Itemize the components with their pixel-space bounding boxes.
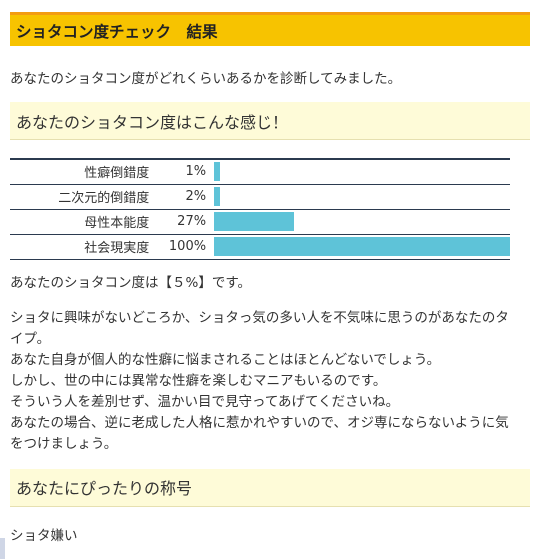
section-heading-degree: あなたのショタコン度はこんな感じ！ xyxy=(10,102,530,140)
stat-row: 性癖倒錯度 1% xyxy=(10,159,510,184)
description-line: イプ。 xyxy=(10,330,51,347)
stat-row: 二次元的倒錯度 2% xyxy=(10,184,510,209)
stat-bar-track xyxy=(214,209,510,234)
description-line: しかし、世の中には異常な性癖を楽しむマニアもいるのです。 xyxy=(10,372,387,389)
stat-percent: 27% xyxy=(177,214,207,229)
page-title-bar: ショタコン度チェック 結果 xyxy=(10,12,530,46)
intro-text: あなたのショタコン度がどれくらいあるかを診断してみました。 xyxy=(10,71,402,87)
section-heading-title: あなたにぴったりの称号 xyxy=(10,468,530,507)
stat-label: 二次元的倒錯度 xyxy=(58,191,150,206)
assigned-title: ショタ嫌い xyxy=(10,527,78,544)
description-line: そういう人を差別せず、温かい目で見守ってあげてくださいね。 xyxy=(10,393,400,410)
stat-percent: 2% xyxy=(185,189,207,204)
description-line: あなた自身が個人的な性癖に悩まされることはほとんどないでしょう。 xyxy=(10,351,441,368)
stat-bar xyxy=(214,212,294,231)
stat-label: 母性本能度 xyxy=(84,216,150,231)
stat-bar xyxy=(214,162,220,182)
result-page: ショタコン度チェック 結果 あなたのショタコン度がどれくらいあるかを診断してみま… xyxy=(10,12,530,545)
stats-table: 性癖倒錯度 1% 二次元的倒錯度 2% 母性本能度 27% 社会現実度 100% xyxy=(10,158,510,260)
result-description: ショタに興味がないどころか、ショタっ気の多い人を不気味に思うのがあなたのタ イプ。… xyxy=(10,308,530,455)
stat-percent: 1% xyxy=(185,164,207,180)
description-line: をつけましょう。 xyxy=(10,435,118,452)
description-line: ショタに興味がないどころか、ショタっ気の多い人を不気味に思うのがあなたのタ xyxy=(10,309,509,326)
result-summary: あなたのショタコン度は【５%】です。 xyxy=(10,274,251,291)
stat-percent: 100% xyxy=(168,239,207,254)
page-title: ショタコン度チェック 結果 xyxy=(16,22,218,41)
stat-bar-track xyxy=(214,159,510,184)
stat-row: 母性本能度 27% xyxy=(10,209,510,234)
stat-bar-track xyxy=(214,184,510,209)
section-heading-degree-label: あなたのショタコン度はこんな感じ！ xyxy=(16,112,289,132)
scroll-edge-marker xyxy=(0,538,5,559)
stat-bar xyxy=(214,187,220,206)
stat-label: 性癖倒錯度 xyxy=(84,166,150,182)
description-line: あなたの場合、逆に老成した人格に惹かれやすいので、オジ専にならないように気 xyxy=(10,414,509,431)
stat-bar-track xyxy=(214,234,510,259)
stat-row: 社会現実度 100% xyxy=(10,234,510,259)
stat-label: 社会現実度 xyxy=(84,241,150,256)
section-heading-title-label: あなたにぴったりの称号 xyxy=(16,479,193,498)
stat-bar xyxy=(214,237,510,256)
